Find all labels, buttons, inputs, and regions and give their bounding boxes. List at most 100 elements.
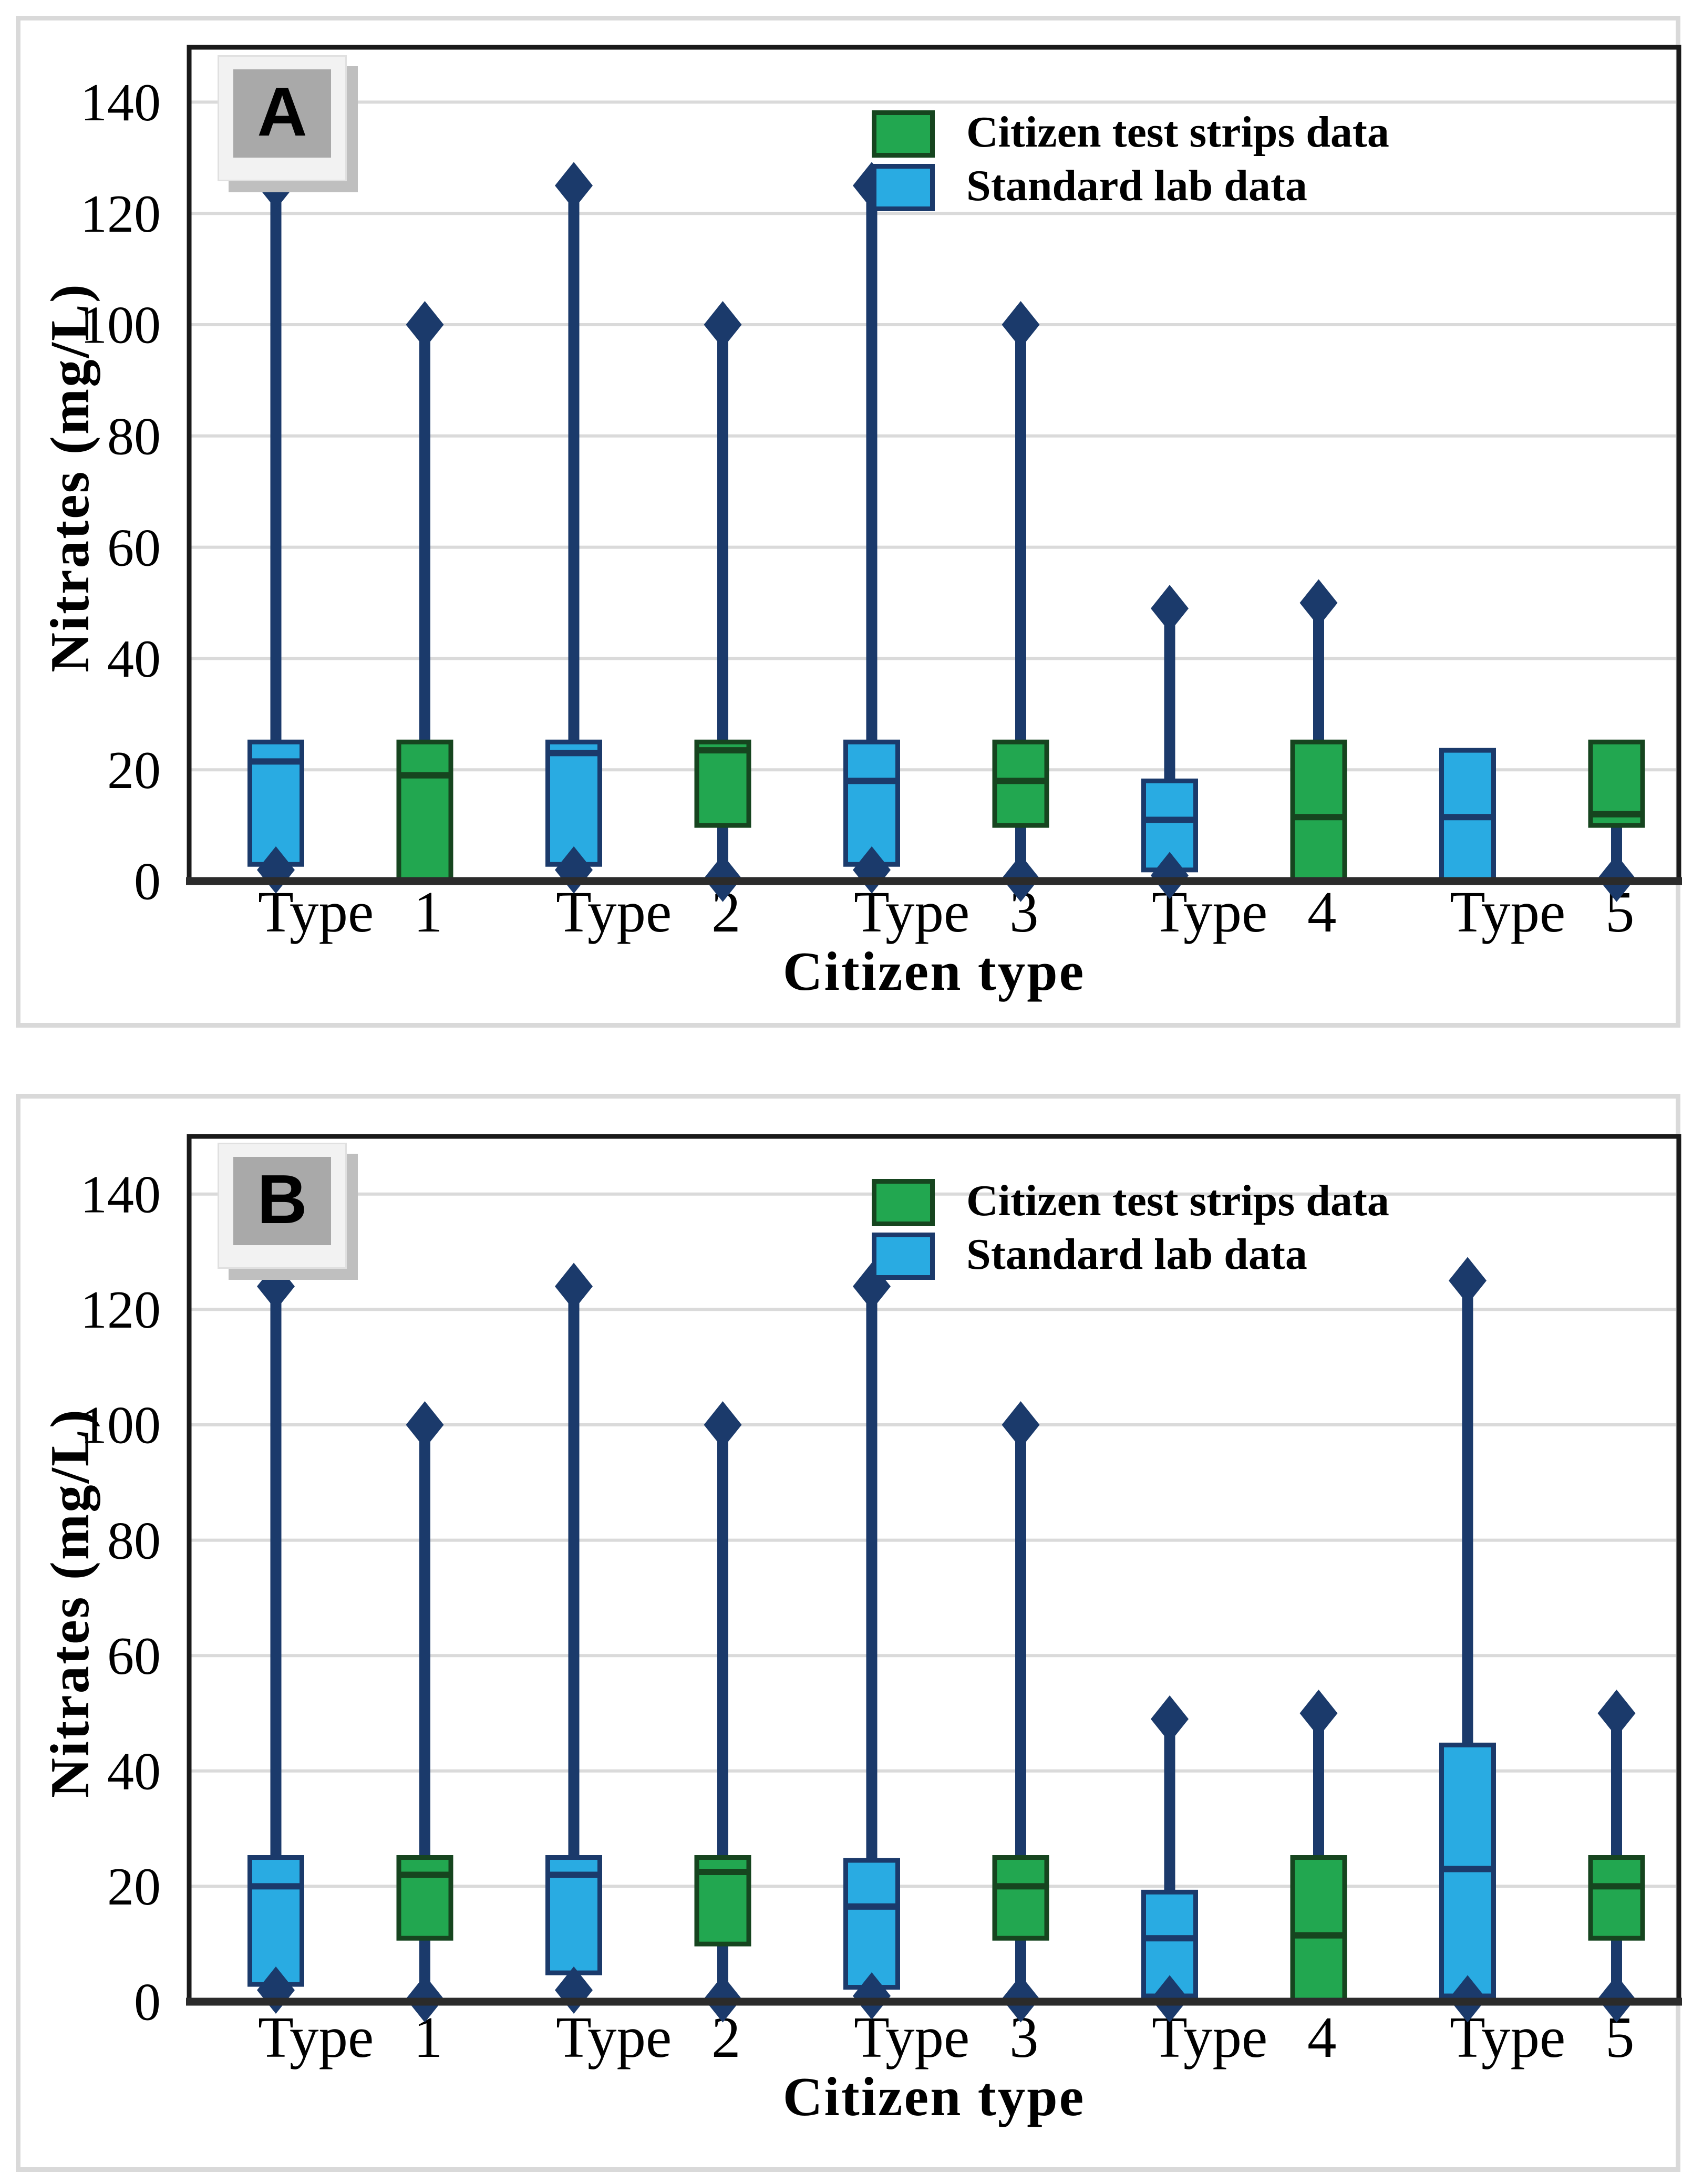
- legend-item-standard-lab: Standard lab data: [872, 162, 1307, 213]
- panel-label-b: B: [233, 1157, 331, 1245]
- panel-letter-b: B: [257, 1162, 307, 1239]
- boxplot-standard-lab-data-type-4-panel-A: [1141, 585, 1198, 899]
- iqr-box: [1588, 1855, 1645, 1941]
- legend-swatch-green: [872, 110, 935, 158]
- legend-item-citizen-test-strips: Citizen test strips data: [872, 1177, 1389, 1228]
- y-axis-title-b: Nitrates (mg/L): [39, 1408, 101, 1798]
- panel-label-a-box: A: [218, 55, 347, 181]
- max-marker: [1597, 1690, 1636, 1737]
- iqr-box: [396, 739, 453, 884]
- panel-label-b-box: B: [218, 1143, 347, 1269]
- category-label-type-5-panel-A: Type 5: [1450, 880, 1635, 945]
- legend-swatch-green: [872, 1179, 935, 1226]
- boxplot-citizen-test-strips-data-type-4-panel-B: [1290, 1690, 1347, 2004]
- boxplot-citizen-test-strips-data-type-1-panel-A: [396, 301, 453, 884]
- y-tick-label-80-panel-B: 80: [107, 1511, 161, 1570]
- panel-letter-a: A: [257, 74, 307, 151]
- iqr-box: [843, 739, 900, 867]
- panel-label-a: A: [233, 69, 331, 158]
- max-marker: [1299, 1690, 1338, 1737]
- legend-swatch-blue: [872, 164, 935, 211]
- max-marker: [1299, 579, 1338, 627]
- legend-label-citizen-test-strips: Citizen test strips data: [966, 109, 1389, 158]
- boxplot-standard-lab-data-type-1-panel-B: [247, 1262, 304, 2014]
- category-label-type-5-panel-B: Type 5: [1450, 2005, 1635, 2070]
- legend-label-citizen-test-strips: Citizen test strips data: [966, 1177, 1389, 1226]
- legend-item-standard-lab: Standard lab data: [872, 1231, 1307, 1281]
- boxplot-citizen-test-strips-data-type-3-panel-A: [992, 301, 1049, 902]
- boxplot-standard-lab-data-type-5-panel-B: [1439, 1257, 1496, 2023]
- y-tick-label-40-panel-B: 40: [107, 1742, 161, 1801]
- iqr-box: [694, 739, 751, 828]
- max-marker: [704, 301, 742, 348]
- y-axis-title-a: Nitrates (mg/L): [39, 283, 101, 672]
- max-marker: [1449, 1257, 1487, 1305]
- panel-b-plot: 0 20 40 60 80 100 120 140 Type 1 Type 2 Type 3 Type…: [80, 1134, 1682, 2070]
- x-axis-title-a: Citizen type: [782, 941, 1086, 1002]
- boxplot-standard-lab-data-type-2-panel-B: [545, 1262, 602, 2014]
- boxplot-standard-lab-data-type-5-panel-A: [1439, 748, 1496, 884]
- category-label-type-3-panel-A: Type 3: [854, 880, 1039, 945]
- iqr-box: [545, 739, 602, 867]
- y-tick-label-0-panel-B: 0: [134, 1973, 161, 2032]
- iqr-box: [1290, 1855, 1347, 2004]
- y-tick-label-140-panel-A: 140: [80, 73, 161, 132]
- boxplot-citizen-test-strips-data-type-3-panel-B: [992, 1401, 1049, 2023]
- y-tick-label-120-panel-B: 120: [80, 1280, 161, 1340]
- category-label-type-1-panel-A: Type 1: [258, 880, 443, 945]
- panel-a-plot: 0 20 40 60 80 100 120 140 Type 1 Type 2 Type 3 Type…: [80, 45, 1682, 945]
- iqr-box: [1290, 739, 1347, 884]
- max-marker: [555, 162, 593, 210]
- max-marker: [555, 1262, 593, 1310]
- boxplot-standard-lab-data-type-3-panel-A: [843, 162, 900, 894]
- y-tick-label-100-panel-A: 100: [80, 296, 161, 355]
- max-marker: [1002, 1401, 1040, 1448]
- boxplot-citizen-test-strips-data-type-1-panel-B: [396, 1401, 453, 2023]
- panel-a: 0 20 40 60 80 100 120 140 Type 1 Type 2 Type 3 Type…: [16, 16, 1682, 1028]
- boxplot-standard-lab-data-type-2-panel-A: [545, 162, 602, 894]
- boxplot-standard-lab-data-type-4-panel-B: [1141, 1695, 1198, 2023]
- legend-label-standard-lab: Standard lab data: [966, 162, 1307, 211]
- y-tick-label-80-panel-A: 80: [107, 407, 161, 466]
- legend-item-citizen-test-strips: Citizen test strips data: [872, 109, 1389, 159]
- min-marker: [1151, 852, 1189, 899]
- category-label-type-2-panel-B: Type 2: [556, 2005, 741, 2070]
- max-marker: [1151, 585, 1189, 633]
- iqr-box: [992, 1855, 1049, 1941]
- boxplot-citizen-test-strips-data-type-2-panel-A: [694, 301, 751, 902]
- y-tick-label-40-panel-A: 40: [107, 629, 161, 689]
- boxplot-citizen-test-strips-data-type-4-panel-A: [1290, 579, 1347, 884]
- iqr-box: [247, 1855, 304, 1987]
- panel-b: 0 20 40 60 80 100 120 140 Type 1 Type 2 Type 3 Type…: [16, 1094, 1682, 2172]
- iqr-box: [396, 1855, 453, 1941]
- category-label-type-4-panel-B: Type 4: [1152, 2005, 1337, 2070]
- legend-label-standard-lab: Standard lab data: [966, 1231, 1307, 1280]
- category-label-type-1-panel-B: Type 1: [258, 2005, 443, 2070]
- y-tick-label-20-panel-B: 20: [107, 1857, 161, 1917]
- category-label-type-4-panel-A: Type 4: [1152, 880, 1337, 945]
- y-tick-label-20-panel-A: 20: [107, 741, 161, 800]
- y-tick-label-0-panel-A: 0: [134, 852, 161, 912]
- max-marker: [704, 1401, 742, 1448]
- max-marker: [1151, 1695, 1189, 1743]
- iqr-box: [843, 1858, 900, 1990]
- y-tick-label-140-panel-B: 140: [80, 1165, 161, 1224]
- y-tick-label-120-panel-A: 120: [80, 184, 161, 244]
- y-tick-label-60-panel-A: 60: [107, 518, 161, 577]
- max-marker: [406, 1401, 444, 1448]
- boxplot-citizen-test-strips-data-type-5-panel-B: [1588, 1690, 1645, 2023]
- y-tick-label-100-panel-B: 100: [80, 1396, 161, 1455]
- max-marker: [257, 1262, 295, 1310]
- boxplot-citizen-test-strips-data-type-2-panel-B: [694, 1401, 751, 2023]
- y-tick-label-60-panel-B: 60: [107, 1627, 161, 1686]
- max-marker: [1002, 301, 1040, 348]
- boxplot-standard-lab-data-type-1-panel-A: [247, 162, 304, 894]
- boxplot-standard-lab-data-type-3-panel-B: [843, 1262, 900, 2020]
- min-marker: [853, 1972, 891, 2020]
- category-label-type-3-panel-B: Type 3: [854, 2005, 1039, 2070]
- legend-swatch-blue: [872, 1233, 935, 1280]
- category-label-type-2-panel-A: Type 2: [556, 880, 741, 945]
- x-axis-title-b: Citizen type: [782, 2066, 1086, 2128]
